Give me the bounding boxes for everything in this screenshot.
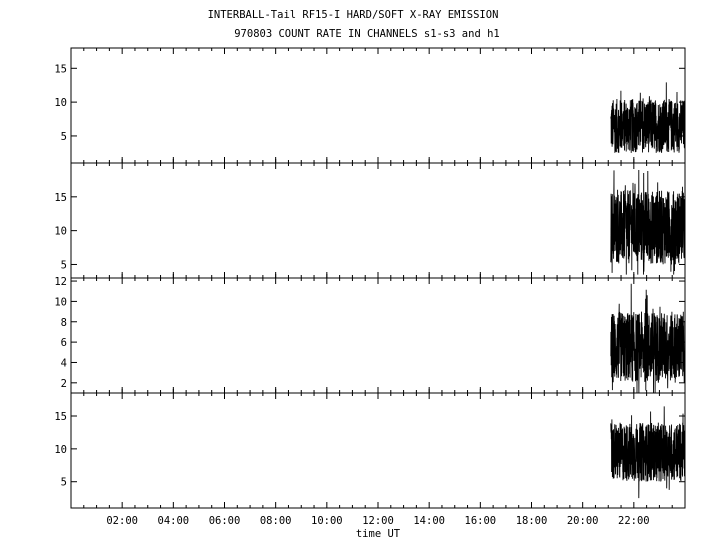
series-line-panel-1 — [610, 82, 686, 153]
y-tick-label: 6 — [61, 337, 67, 349]
x-tick-label: 14:00 — [413, 515, 445, 527]
y-tick-label: 2 — [61, 378, 67, 390]
x-tick-label: 16:00 — [465, 515, 497, 527]
x-tick-label: 04:00 — [158, 515, 190, 527]
chart-subtitle: 970803 COUNT RATE IN CHANNELS s1-s3 and … — [234, 28, 500, 40]
x-tick-label: 02:00 — [106, 515, 138, 527]
y-tick-label: 15 — [54, 63, 67, 75]
panel-frame — [70, 277, 686, 394]
panel-4: 5 10 15 — [54, 389, 686, 509]
x-tick-label: 12:00 — [362, 515, 394, 527]
x-tick-label: 08:00 — [260, 515, 292, 527]
y-tick-label: 8 — [61, 317, 67, 329]
x-tick-label: 10:00 — [311, 515, 343, 527]
panel-frame — [70, 47, 686, 164]
y-tick-label: 12 — [54, 276, 67, 288]
y-tick-label: 4 — [61, 357, 67, 369]
y-tick-label: 10 — [54, 296, 67, 308]
y-tick-label: 15 — [54, 411, 67, 423]
series-line-panel-2 — [610, 169, 686, 275]
series-line-panel-3 — [610, 283, 686, 394]
x-axis-label: time UT — [356, 528, 401, 540]
series-line-panel-4 — [610, 406, 686, 499]
y-tick-label: 5 — [61, 477, 67, 489]
panel-2: 5 10 15 — [54, 159, 686, 279]
y-tick-label: 10 — [54, 444, 67, 456]
y-tick-label: 5 — [61, 259, 67, 271]
y-tick-label: 15 — [54, 192, 67, 204]
panel-1: 5 10 15 — [54, 47, 686, 164]
y-tick-label: 10 — [54, 226, 67, 238]
y-tick-label: 5 — [61, 131, 67, 143]
panel-frame — [70, 162, 686, 279]
x-tick-label: 22:00 — [618, 515, 650, 527]
panel-frame — [70, 392, 686, 509]
x-tick-label: 06:00 — [209, 515, 241, 527]
x-tick-label: 18:00 — [516, 515, 548, 527]
chart-title: INTERBALL-Tail RF15-I HARD/SOFT X-RAY EM… — [207, 9, 499, 21]
x-tick-label: 20:00 — [567, 515, 599, 527]
y-tick-label: 10 — [54, 97, 67, 109]
panel-3: 2 4 6 8 10 12 — [54, 274, 686, 394]
